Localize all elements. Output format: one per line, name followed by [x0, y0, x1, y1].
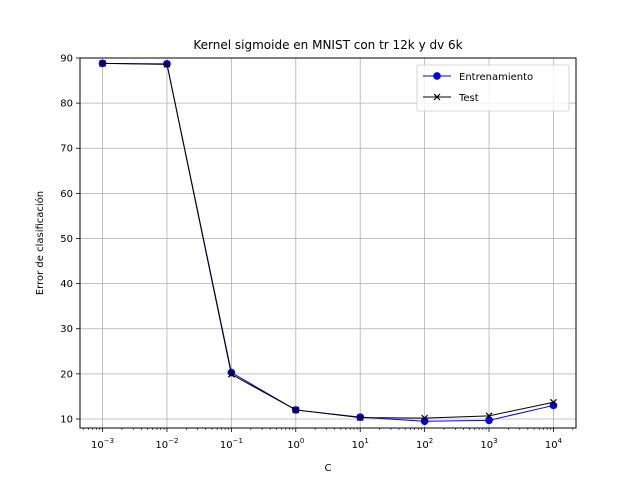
y-tick-label: 70 [60, 144, 73, 155]
legend-box [416, 64, 570, 112]
legend-label: Test [458, 93, 479, 104]
series-point [292, 406, 300, 414]
series-point [227, 370, 235, 378]
y-tick-label: 20 [60, 369, 73, 380]
x-tick-label: 10−1 [220, 437, 243, 451]
legend: Entrenamiento Test [416, 64, 570, 112]
series-point [485, 412, 493, 420]
series-1 [99, 59, 557, 422]
x-tick-label: 100 [287, 437, 304, 451]
series-line [102, 62, 554, 419]
x-axis-label: C [325, 463, 332, 474]
x-tick-label: 10−3 [91, 437, 114, 451]
series-point [550, 398, 557, 406]
series-point [485, 416, 493, 425]
x-tick-label: 10−2 [155, 437, 178, 451]
chart-title: Kernel sigmoide en MNIST con tr 12k y dv… [193, 38, 462, 52]
y-tick-label: 10 [60, 414, 73, 425]
series [98, 59, 558, 426]
grid [80, 57, 576, 428]
y-tick-label: 40 [60, 279, 73, 290]
y-tick-label: 50 [60, 234, 73, 245]
y-tick-label: 60 [60, 189, 73, 200]
plot-frame [79, 57, 577, 429]
x-tick-label: 102 [416, 437, 433, 451]
y-tick-label: 80 [60, 99, 73, 110]
series-point [356, 414, 364, 422]
y-tick-label: 30 [60, 324, 73, 335]
legend-label: Entrenamiento [459, 72, 533, 83]
series-point [163, 60, 171, 68]
series-point [421, 414, 429, 422]
x-tick-label: 104 [545, 437, 563, 451]
y-tick-label: 90 [60, 54, 73, 65]
legend-marker [433, 72, 441, 80]
x-tick-label: 101 [352, 437, 369, 451]
y-axis-label: Error de clasificación [34, 191, 46, 295]
legend-marker [433, 93, 441, 101]
x-tick-label: 103 [480, 437, 497, 451]
series-point [99, 59, 106, 67]
axes: 10−3 10−2 10−1 100 101 102 103 104 10 20 30 40 50 60 7… [60, 54, 574, 451]
